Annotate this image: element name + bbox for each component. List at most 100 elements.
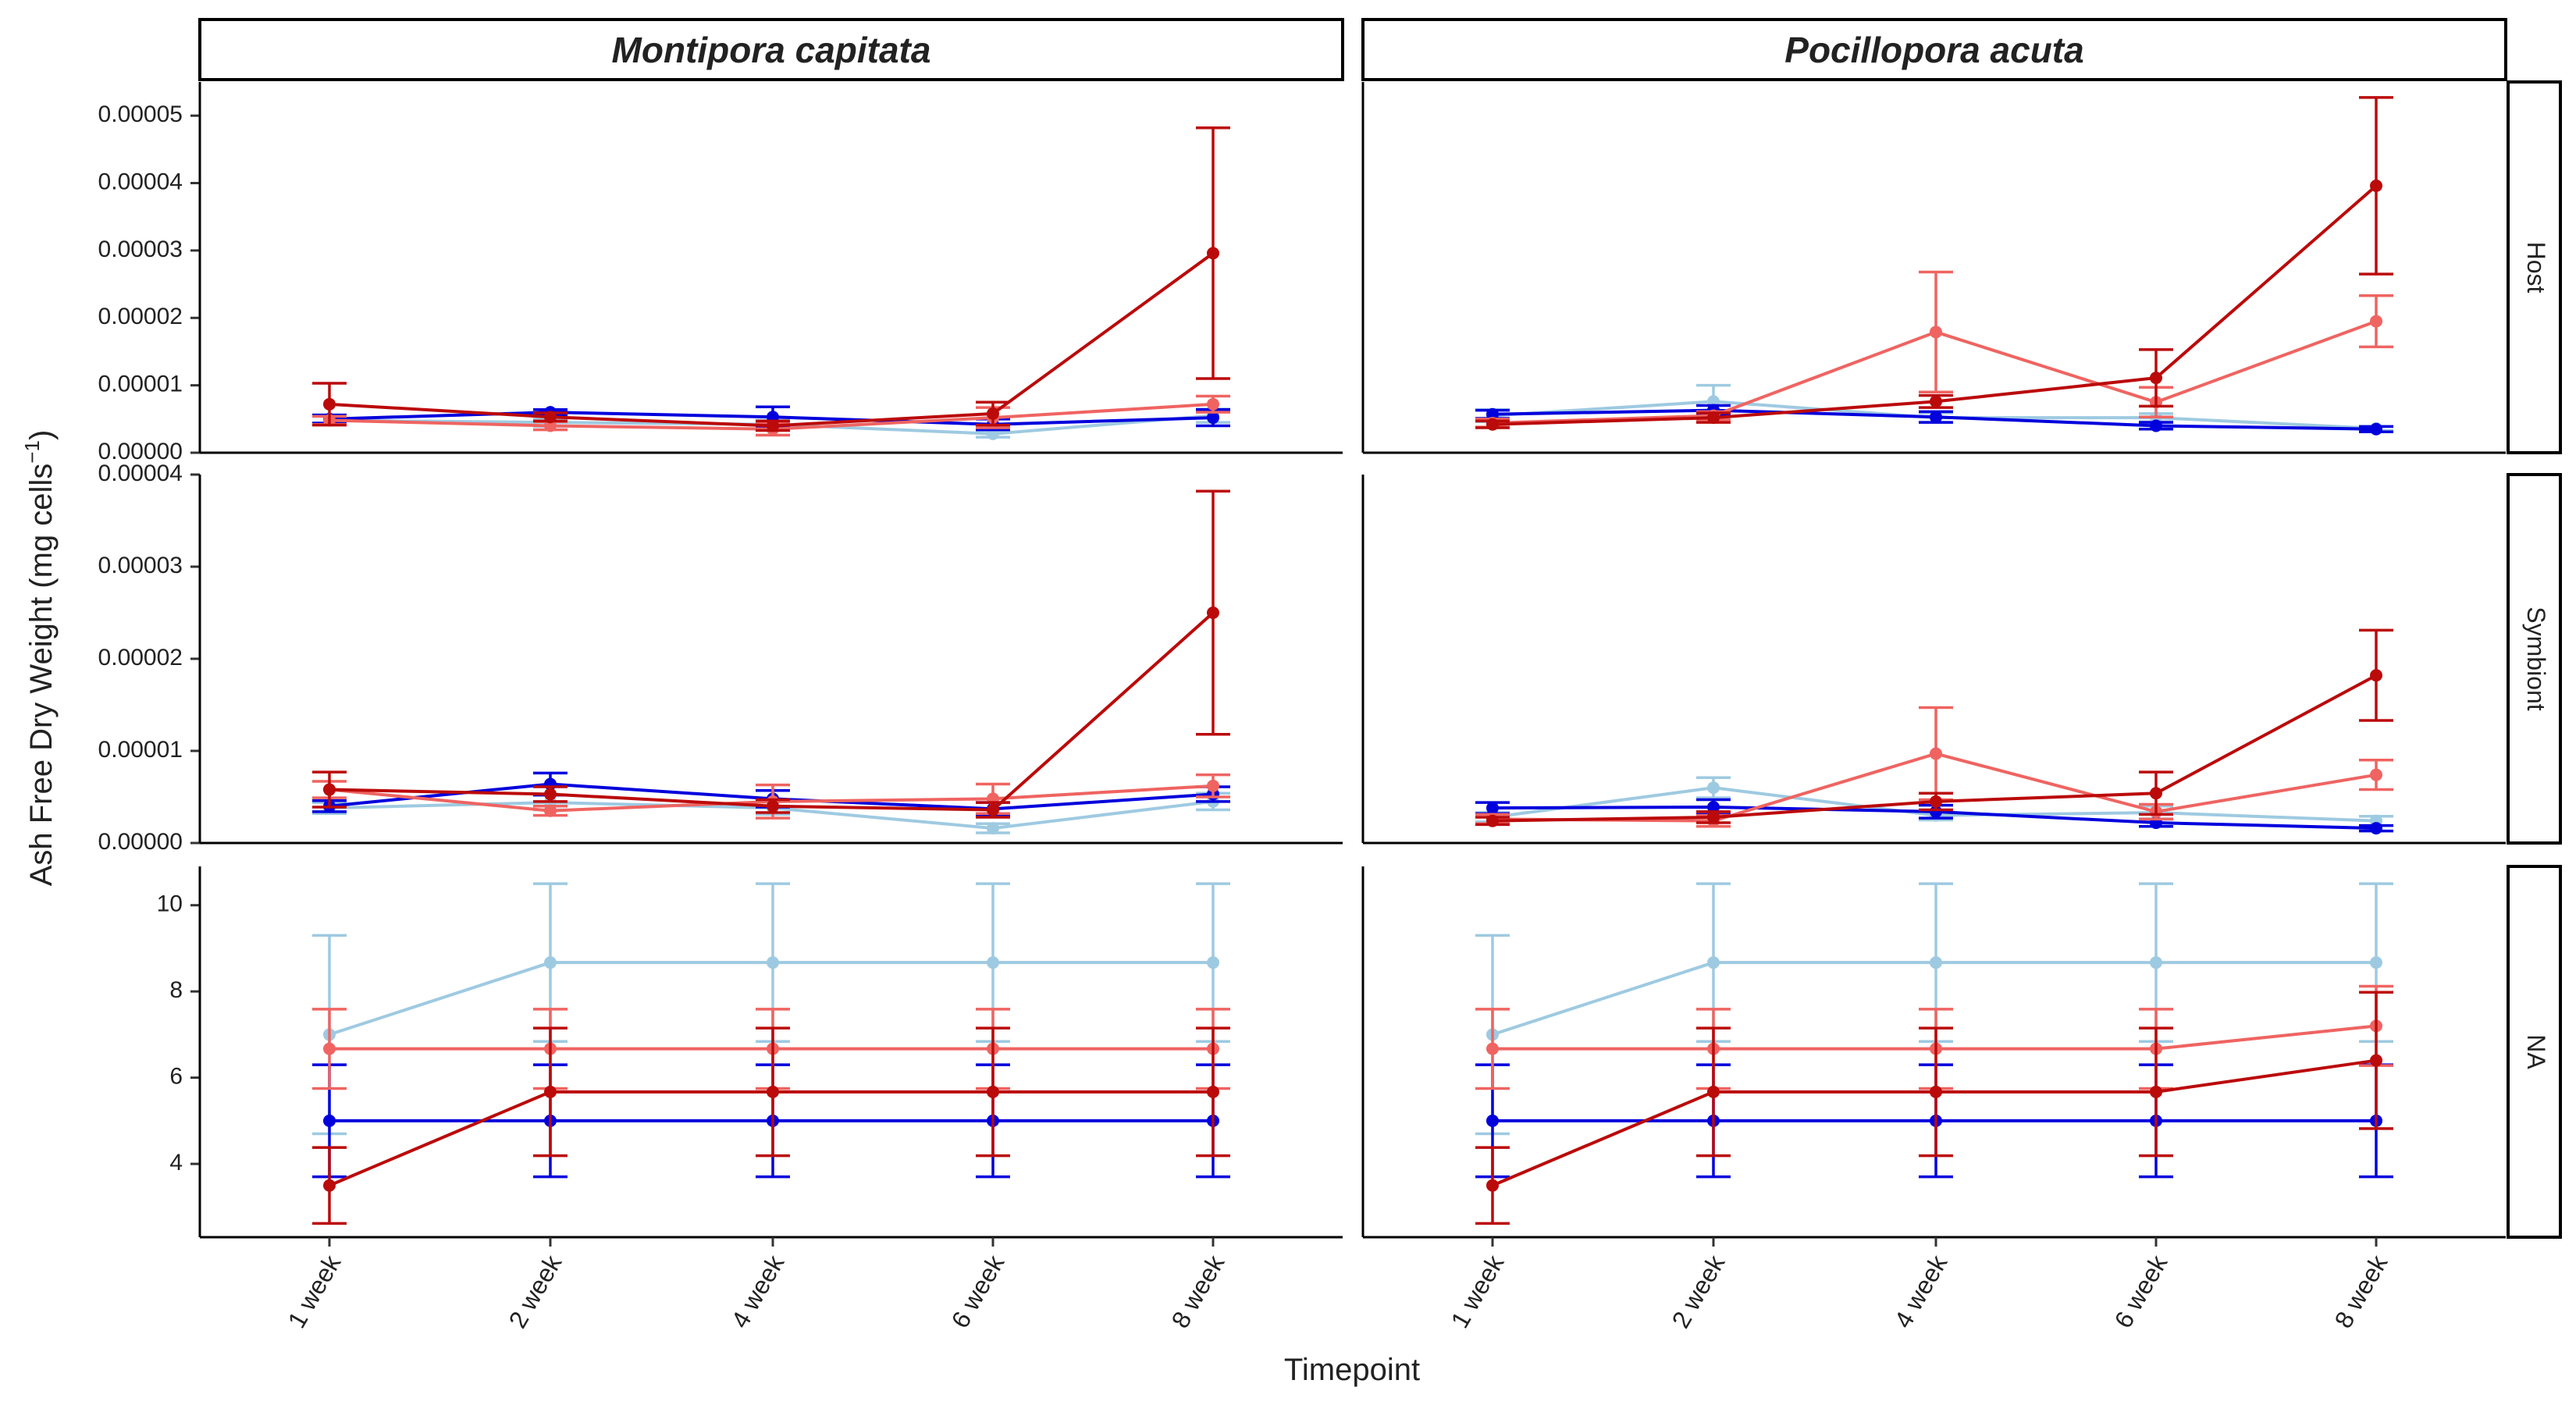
y-tick-label-host: 0.00001 xyxy=(98,372,183,397)
y-axis-host: 0.00000 0.00001 0.00002 0.00003 0.00004 0.000… xyxy=(98,101,200,464)
data-point xyxy=(323,1179,336,1192)
row-label-na: NA xyxy=(2522,1034,2550,1069)
data-point xyxy=(767,799,779,813)
data-point xyxy=(2150,372,2162,385)
data-point xyxy=(1486,1042,1499,1055)
data-point xyxy=(1486,1114,1499,1127)
data-point xyxy=(1707,800,1720,813)
series-treatment-4-pocillopora-acuta-na xyxy=(1475,991,2393,1225)
series-treatment-4-montipora-capitata-host xyxy=(312,126,1230,432)
y-axis-na: 4 6 8 10 xyxy=(157,891,200,1176)
y-tick-label-symbiont: 0.00002 xyxy=(98,645,183,670)
data-point xyxy=(544,788,557,801)
data-point xyxy=(1207,779,1219,792)
data-point xyxy=(1207,956,1219,969)
data-point xyxy=(2370,669,2382,682)
y-tick-label-host: 0.00002 xyxy=(98,304,183,329)
x-axis-title: Timepoint xyxy=(1284,1353,1420,1387)
data-point xyxy=(2370,422,2382,436)
strip-title-pocillopora-acuta: Pocillopora acuta xyxy=(1784,30,2083,70)
row-strip-host xyxy=(2507,80,2562,454)
data-point xyxy=(1930,1085,1942,1098)
data-point xyxy=(1486,1179,1499,1192)
series-treatment-4-pocillopora-acuta-host xyxy=(1475,96,2393,431)
strip-montipora-capitata xyxy=(198,18,1344,81)
data-point xyxy=(2370,822,2382,835)
data-point xyxy=(987,1085,999,1098)
data-point xyxy=(1207,606,1219,619)
data-point xyxy=(1486,814,1499,827)
data-point xyxy=(2370,956,2382,969)
panel-montipora-capitata-na xyxy=(198,866,1343,1239)
series-treatment-4-montipora-capitata-symbiont xyxy=(312,489,1230,819)
y-tick-label-symbiont: 0.00001 xyxy=(98,737,183,763)
data-point xyxy=(1930,411,1942,424)
panel-montipora-capitata-host xyxy=(198,82,1343,454)
data-point xyxy=(1930,956,1942,969)
data-point xyxy=(1707,411,1720,425)
data-point xyxy=(1707,781,1720,795)
data-point xyxy=(1207,397,1219,411)
y-axis-title-main: Ash Free Dry Weight (mg cells xyxy=(24,464,59,887)
data-point xyxy=(544,956,557,969)
row-label-symbiont: Symbiont xyxy=(2522,606,2550,711)
y-tick-label-na: 8 xyxy=(169,977,183,1003)
data-point xyxy=(2370,768,2382,781)
data-point xyxy=(323,1114,336,1127)
series-treatment-3-pocillopora-acuta-host xyxy=(1475,270,2393,429)
data-point xyxy=(987,803,999,816)
data-point xyxy=(2150,419,2162,432)
data-point xyxy=(2370,1054,2382,1067)
data-point xyxy=(544,804,557,817)
data-point xyxy=(544,1085,557,1098)
y-tick-label-host: 0.00003 xyxy=(98,237,183,262)
panels: 0.000000.000010.000020.000030.000040.000… xyxy=(98,82,2506,1239)
data-point xyxy=(544,411,557,424)
data-point xyxy=(1930,795,1942,808)
data-point xyxy=(1486,407,1499,421)
data-point xyxy=(1486,418,1499,431)
panel-pocillopora-acuta-host xyxy=(1361,82,2506,454)
data-point xyxy=(767,956,779,969)
data-point xyxy=(2370,315,2382,328)
y-axis-symbiont: 0.00000 0.00001 0.00002 0.00003 0.00004 xyxy=(98,461,200,855)
y-tick-label-symbiont: 0.00000 xyxy=(98,829,183,855)
y-tick-label-symbiont: 0.00004 xyxy=(98,461,183,486)
data-point xyxy=(987,407,999,420)
data-point xyxy=(1486,802,1499,815)
y-tick-label-na: 6 xyxy=(169,1064,183,1090)
data-point xyxy=(1207,1085,1219,1098)
series-treatment-4-montipora-capitata-na xyxy=(312,1026,1230,1225)
data-point xyxy=(1707,810,1720,823)
data-point xyxy=(987,822,999,835)
data-point xyxy=(987,956,999,969)
data-point xyxy=(1207,247,1219,260)
row-strip-na xyxy=(2507,865,2562,1239)
column-strips: Montipora capitata Pocillopora acuta xyxy=(198,18,2507,81)
y-tick-label-host: 0.00005 xyxy=(98,101,183,127)
strip-pocillopora-acuta xyxy=(1361,18,2507,81)
data-point xyxy=(323,1042,336,1055)
data-point xyxy=(1930,325,1942,339)
strip-title-montipora-capitata: Montipora capitata xyxy=(612,30,931,70)
data-point xyxy=(1930,395,1942,408)
panel-pocillopora-acuta-symbiont xyxy=(1361,475,2506,845)
data-point xyxy=(1207,411,1219,425)
data-point xyxy=(323,397,336,411)
y-tick-label-host: 0.00000 xyxy=(98,439,183,464)
data-point xyxy=(2150,956,2162,969)
data-point xyxy=(2150,1085,2162,1098)
data-point xyxy=(767,1085,779,1098)
y-tick-label-host: 0.00004 xyxy=(98,169,183,194)
data-point xyxy=(544,419,557,432)
data-point xyxy=(1707,956,1720,969)
panel-montipora-capitata-symbiont xyxy=(198,475,1343,845)
y-axis-title: Ash Free Dry Weight (mg cells−1) xyxy=(20,430,59,887)
row-label-host: Host xyxy=(2522,242,2550,293)
y-axis-title-close: ) xyxy=(24,430,59,440)
panel-pocillopora-acuta-na xyxy=(1361,866,2506,1239)
data-point xyxy=(323,783,336,796)
series-treatment-4-pocillopora-acuta-symbiont xyxy=(1475,628,2393,827)
